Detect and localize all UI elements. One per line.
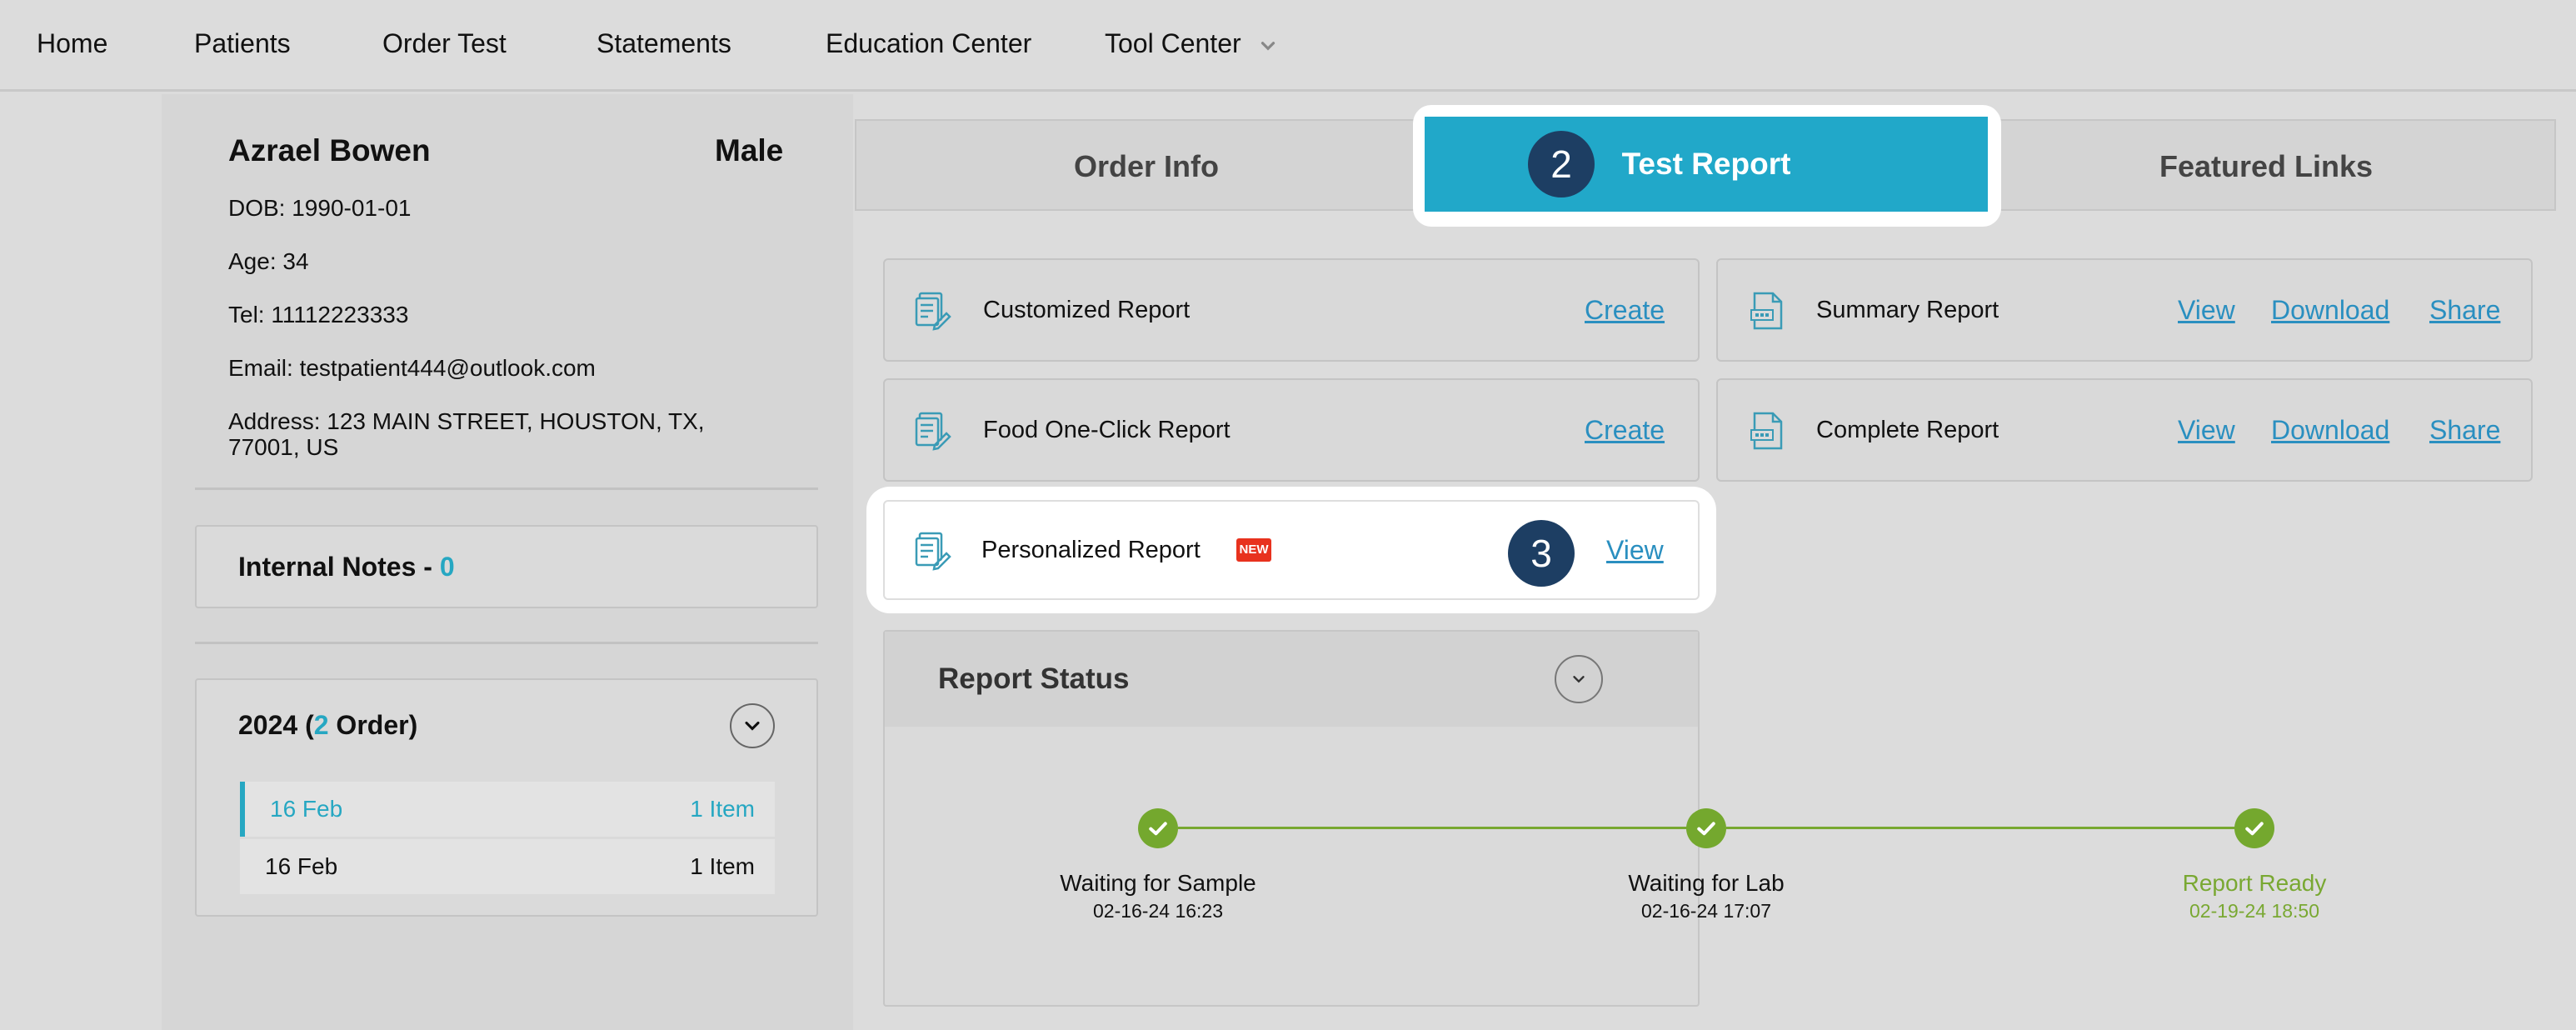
status-collapse-button[interactable]: [1555, 655, 1603, 703]
step-label: Waiting for Lab: [1628, 870, 1785, 896]
nav-tool-center[interactable]: Tool Center: [1105, 0, 1279, 87]
report-title: Summary Report: [1816, 297, 1999, 323]
nav-tool-center-label: Tool Center: [1105, 28, 1241, 58]
orders-open-paren: (: [297, 710, 314, 740]
nav-order-test[interactable]: Order Test: [382, 28, 507, 58]
step-badge: 2: [1528, 131, 1595, 198]
report-title: Customized Report: [983, 297, 1191, 323]
patient-name: Azrael Bowen: [228, 133, 431, 168]
create-link[interactable]: Create: [1585, 415, 1665, 445]
nav-home[interactable]: Home: [37, 28, 108, 58]
step-complete-indicator: [1138, 808, 1178, 848]
new-badge: NEW: [1236, 538, 1271, 562]
pdf-document-icon: [1750, 412, 1783, 450]
order-row[interactable]: 16 Feb 1 Item: [240, 839, 775, 894]
divider: [195, 488, 818, 490]
tab-test-report[interactable]: Test Report: [1425, 117, 1988, 212]
download-link[interactable]: Download: [2271, 415, 2390, 445]
patient-email: Email: testpatient444@outlook.com: [228, 355, 596, 381]
download-link[interactable]: Download: [2271, 295, 2390, 325]
orders-year-title: 2024 (2 Order): [238, 710, 417, 741]
pdf-document-icon: [1750, 292, 1783, 330]
check-icon: [2245, 822, 2264, 836]
step-time: 02-16-24 16:23: [1092, 900, 1223, 922]
orders-count: 2: [313, 710, 329, 740]
top-navigation: Home Patients Order Test Statements Educ…: [0, 0, 2576, 92]
view-link[interactable]: View: [1606, 535, 1664, 565]
step-label: Report Ready: [2182, 870, 2327, 896]
report-document-icon: [915, 532, 951, 571]
food-one-click-report-card: Food One-Click Report Create: [883, 378, 1700, 482]
order-date: 16 Feb: [270, 796, 343, 822]
check-icon: [1149, 822, 1167, 836]
progress-connector: [1726, 827, 2238, 829]
patient-address-line2: 77001, US: [228, 434, 339, 460]
order-row[interactable]: 16 Feb 1 Item: [240, 782, 775, 837]
step-badge: 3: [1508, 520, 1575, 587]
step-label: Waiting for Sample: [1060, 870, 1256, 896]
check-icon: [1697, 822, 1715, 836]
step-complete-indicator: [1686, 808, 1726, 848]
report-document-icon: [915, 412, 951, 451]
orders-collapse-button[interactable]: [730, 703, 775, 748]
patient-gender: Male: [715, 133, 784, 168]
nav-patients[interactable]: Patients: [194, 28, 291, 58]
patient-age: Age: 34: [228, 248, 309, 274]
report-document-icon: [915, 292, 951, 331]
report-title: Personalized Report: [981, 537, 1201, 563]
orders-suffix: Order): [328, 710, 418, 740]
tab-order-info[interactable]: Order Info: [855, 119, 1438, 211]
report-status-panel: Report Status: [883, 630, 1700, 1007]
patient-address-line1: Address: 123 MAIN STREET, HOUSTON, TX,: [228, 408, 705, 434]
share-link[interactable]: Share: [2429, 295, 2501, 325]
order-item-count: 1 Item: [690, 853, 755, 879]
chevron-down-icon: [1573, 676, 1585, 683]
view-link[interactable]: View: [2178, 415, 2235, 445]
patient-tel: Tel: 11112223333: [228, 302, 409, 328]
report-status-title: Report Status: [938, 662, 1130, 695]
step-time: 02-16-24 17:07: [1640, 900, 1771, 922]
orders-year: 2024: [238, 710, 298, 740]
share-link[interactable]: Share: [2429, 415, 2501, 445]
report-title: Food One-Click Report: [983, 417, 1231, 443]
nav-education-center[interactable]: Education Center: [826, 28, 1032, 58]
internal-notes-panel[interactable]: [195, 525, 818, 608]
report-status-header: Report Status: [885, 632, 1698, 727]
internal-notes-label: Internal Notes -: [238, 552, 440, 582]
view-link[interactable]: View: [2178, 295, 2235, 325]
divider: [195, 642, 818, 644]
create-link[interactable]: Create: [1585, 295, 1665, 325]
internal-notes-count: 0: [439, 552, 455, 582]
chevron-down-icon: [1261, 41, 1275, 51]
internal-notes-title: Internal Notes - 0: [238, 552, 455, 582]
customized-report-card: Customized Report Create: [883, 258, 1700, 362]
order-date: 16 Feb: [265, 853, 338, 879]
report-title: Complete Report: [1816, 417, 1999, 443]
step-complete-indicator: [2234, 808, 2274, 848]
tab-featured-links[interactable]: Featured Links: [1976, 119, 2556, 211]
personalized-report-card: Personalized Report NEW View: [883, 500, 1700, 600]
step-time: 02-19-24 18:50: [2189, 900, 2319, 922]
summary-report-card: Summary Report View Download Share: [1716, 258, 2533, 362]
nav-statements[interactable]: Statements: [597, 28, 731, 58]
patient-dob: DOB: 1990-01-01: [228, 195, 412, 221]
progress-connector: [1178, 827, 1690, 829]
order-item-count: 1 Item: [690, 796, 755, 822]
complete-report-card: Complete Report View Download Share: [1716, 378, 2533, 482]
chevron-down-icon: [745, 721, 760, 731]
